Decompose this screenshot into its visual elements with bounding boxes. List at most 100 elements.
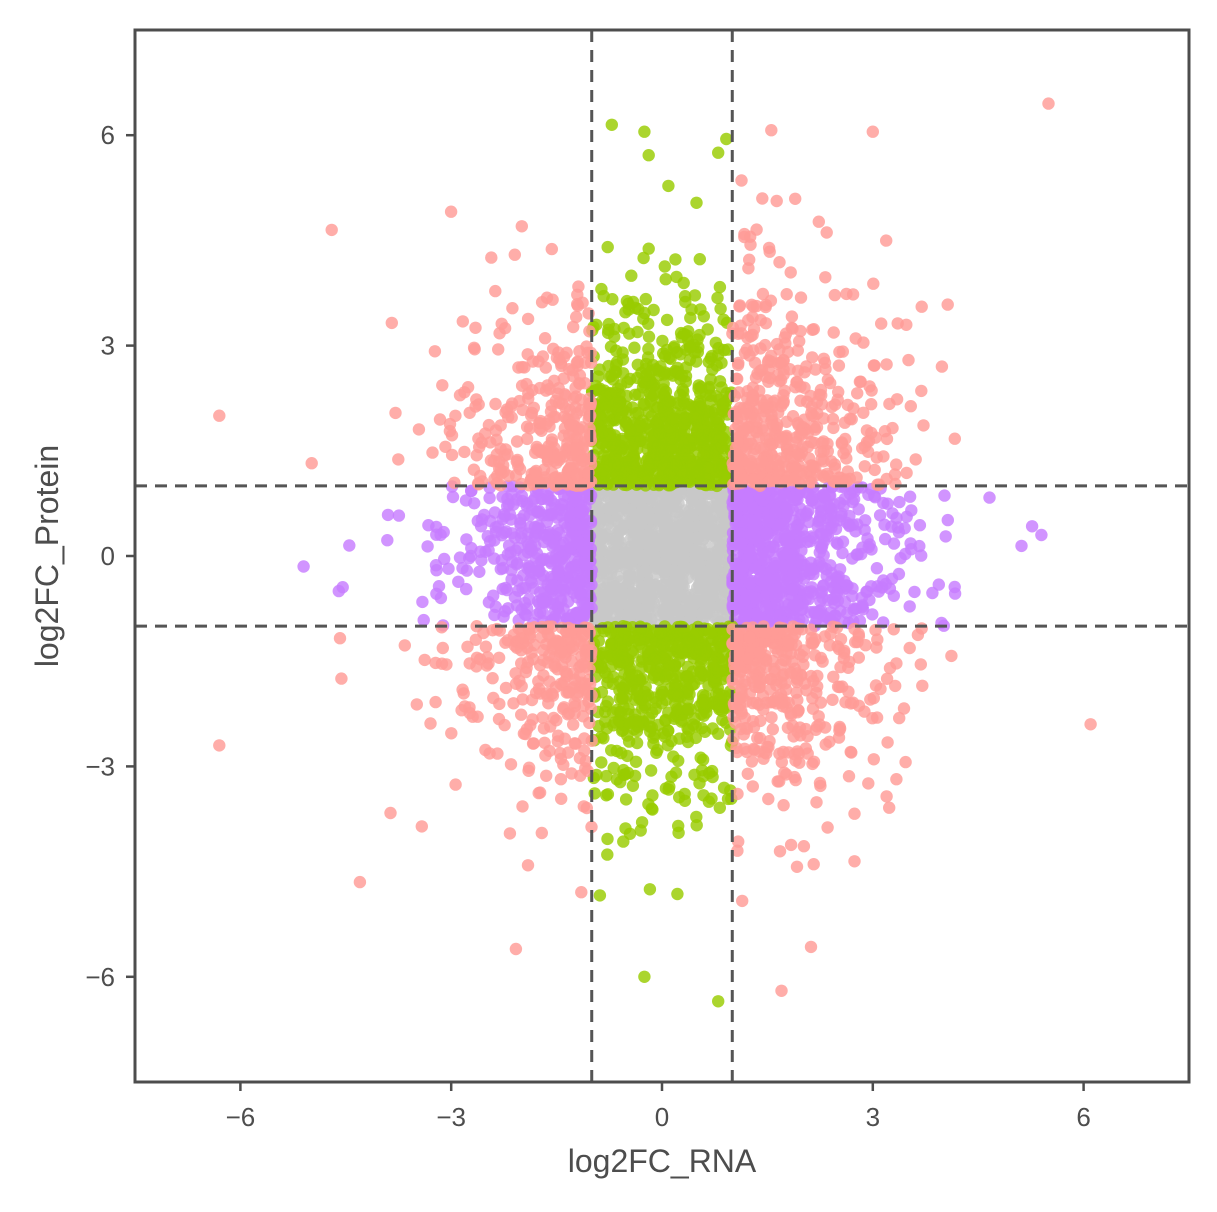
data-point-rna_only	[795, 544, 808, 557]
data-point-protein_only	[625, 269, 638, 282]
data-point-protein_only	[647, 446, 660, 459]
data-point-protein_only	[678, 290, 692, 303]
data-point-rna_only	[1025, 520, 1039, 533]
data-point-protein_only	[701, 413, 714, 426]
data-point-both_significant	[781, 345, 795, 359]
data-point-both_significant	[735, 174, 748, 187]
data-point-both_significant	[562, 746, 575, 759]
data-point-both_significant	[795, 464, 808, 478]
data-point-both_significant	[415, 820, 428, 833]
data-point-not_significant	[696, 533, 710, 546]
data-point-both_significant	[880, 358, 893, 371]
data-point-both_significant	[483, 747, 496, 760]
data-point-both_significant	[398, 639, 411, 652]
data-point-both_significant	[583, 663, 596, 676]
data-point-not_significant	[629, 594, 642, 608]
data-point-rna_only	[416, 595, 429, 609]
data-point-both_significant	[868, 359, 881, 372]
data-point-both_significant	[790, 686, 803, 699]
data-point-protein_only	[681, 413, 694, 426]
data-point-rna_only	[782, 536, 796, 549]
data-point-rna_only	[908, 585, 921, 599]
data-point-protein_only	[610, 469, 624, 482]
data-point-not_significant	[659, 562, 672, 575]
data-point-rna_only	[760, 600, 773, 613]
data-point-both_significant	[571, 298, 584, 311]
data-point-protein_only	[683, 353, 696, 366]
data-point-rna_only	[422, 519, 435, 532]
data-point-both_significant	[780, 288, 793, 301]
data-point-protein_only	[714, 302, 727, 315]
data-point-both_significant	[742, 420, 755, 434]
data-point-both_significant	[832, 359, 846, 372]
data-point-both_significant	[584, 430, 597, 443]
data-point-both_significant	[821, 373, 835, 386]
data-point-both_significant	[773, 845, 787, 858]
data-point-protein_only	[593, 889, 607, 902]
data-point-rna_only	[769, 506, 782, 519]
data-point-both_significant	[511, 453, 524, 467]
data-point-protein_only	[669, 253, 682, 266]
data-point-both_significant	[799, 742, 812, 755]
data-point-rna_only	[836, 546, 849, 560]
data-point-rna_only	[941, 513, 954, 527]
data-point-both_significant	[771, 357, 785, 370]
data-point-not_significant	[674, 487, 687, 500]
data-point-both_significant	[867, 691, 880, 705]
data-point-rna_only	[452, 575, 465, 588]
data-point-both_significant	[535, 826, 548, 840]
data-point-protein_only	[700, 446, 713, 460]
data-point-protein_only	[720, 132, 733, 146]
data-point-both_significant	[880, 790, 893, 803]
data-point-both_significant	[826, 693, 839, 706]
data-point-not_significant	[595, 533, 608, 546]
data-point-rna_only	[939, 530, 952, 543]
data-point-both_significant	[445, 429, 459, 442]
data-point-both_significant	[828, 461, 842, 475]
data-point-both_significant	[747, 661, 761, 674]
data-point-both_significant	[560, 346, 573, 359]
data-point-rna_only	[870, 562, 884, 575]
data-point-both_significant	[834, 633, 848, 646]
data-point-rna_only	[540, 515, 554, 528]
data-point-both_significant	[759, 626, 772, 639]
data-point-protein_only	[647, 737, 660, 751]
data-point-not_significant	[642, 599, 656, 612]
data-point-both_significant	[504, 758, 518, 771]
data-point-not_significant	[703, 547, 717, 561]
data-point-rna_only	[563, 565, 576, 579]
data-point-protein_only	[697, 770, 710, 783]
data-point-both_significant	[540, 417, 553, 431]
data-point-protein_only	[714, 691, 728, 705]
data-point-both_significant	[763, 371, 777, 385]
data-point-both_significant	[883, 661, 897, 675]
data-point-protein_only	[642, 317, 655, 330]
data-point-protein_only	[697, 709, 710, 722]
data-point-protein_only	[637, 251, 650, 265]
data-point-both_significant	[534, 687, 547, 700]
data-point-protein_only	[630, 669, 644, 682]
data-point-not_significant	[652, 495, 666, 508]
data-point-both_significant	[745, 394, 758, 407]
data-point-both_significant	[449, 778, 462, 791]
data-point-not_significant	[698, 595, 711, 609]
data-point-not_significant	[624, 503, 637, 517]
data-point-rna_only	[808, 605, 821, 619]
data-point-both_significant	[570, 468, 583, 481]
data-point-rna_only	[478, 508, 491, 522]
data-point-both_significant	[770, 418, 784, 431]
data-point-both_significant	[536, 350, 550, 363]
data-point-both_significant	[555, 792, 568, 805]
data-point-both_significant	[777, 668, 790, 681]
data-point-rna_only	[434, 528, 447, 542]
data-point-protein_only	[644, 365, 658, 378]
data-point-not_significant	[675, 553, 689, 567]
data-point-not_significant	[673, 588, 687, 602]
data-point-both_significant	[743, 253, 756, 266]
data-point-rna_only	[555, 498, 568, 511]
data-point-both_significant	[392, 453, 405, 466]
data-point-protein_only	[690, 810, 703, 824]
data-point-protein_only	[675, 369, 688, 382]
data-point-both_significant	[762, 241, 776, 255]
data-point-rna_only	[899, 547, 912, 561]
